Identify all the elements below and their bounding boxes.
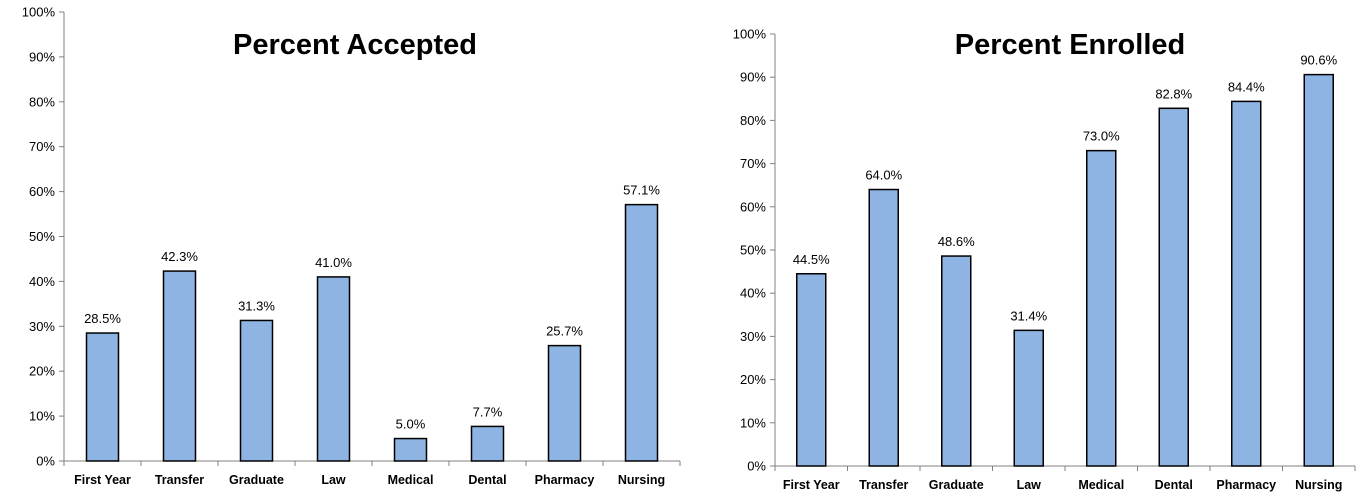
y-tick-label: 0% (747, 459, 766, 474)
category-label: Pharmacy (535, 473, 595, 487)
category-label: Graduate (929, 478, 984, 492)
y-tick-label: 0% (36, 454, 55, 469)
bar-dental (470, 425, 505, 462)
data-label: 48.6% (938, 234, 975, 249)
data-label: 64.0% (865, 168, 902, 183)
data-label: 5.0% (396, 417, 426, 432)
bar-first-year (796, 273, 827, 467)
y-tick-label: 80% (29, 94, 55, 109)
y-tick-label: 50% (740, 243, 766, 258)
chart-title: Percent Accepted (233, 29, 477, 61)
y-tick-label: 80% (740, 113, 766, 128)
category-label: Law (1017, 478, 1042, 492)
data-label: 41.0% (315, 255, 352, 270)
y-tick-label: 100% (22, 5, 56, 20)
bar-pharmacy (1231, 100, 1262, 467)
category-label: Nursing (1295, 478, 1342, 492)
data-label: 42.3% (161, 249, 198, 264)
y-tick-label: 90% (740, 70, 766, 85)
category-label: First Year (74, 473, 131, 487)
y-tick-label: 10% (29, 409, 55, 424)
bar-medical (1086, 149, 1117, 467)
y-tick-label: 50% (29, 229, 55, 244)
data-label: 84.4% (1228, 79, 1265, 94)
data-label: 57.1% (623, 183, 660, 198)
category-label: First Year (783, 478, 840, 492)
bar-pharmacy (547, 344, 582, 462)
bar-nursing (624, 203, 659, 462)
y-tick-label: 30% (740, 329, 766, 344)
percent-enrolled-chart: Percent Enrolled 0% 10% 20% 30% 40% 50% 60% 70%… (733, 27, 1356, 492)
bar-transfer (868, 188, 899, 467)
y-tick-label: 70% (29, 139, 55, 154)
y-tick-label: 40% (29, 274, 55, 289)
bar-transfer (162, 270, 197, 462)
y-tick-label: 30% (29, 319, 55, 334)
y-tick-label: 70% (740, 156, 766, 171)
data-label: 44.5% (793, 252, 830, 267)
category-label: Dental (1155, 478, 1193, 492)
data-label: 31.4% (1010, 308, 1047, 323)
data-label: 82.8% (1155, 86, 1192, 101)
bar-dental (1158, 107, 1189, 467)
y-tick-label: 10% (740, 415, 766, 430)
category-label: Medical (1078, 478, 1124, 492)
category-label: Graduate (229, 473, 284, 487)
y-tick-label: 100% (733, 27, 767, 42)
category-label: Pharmacy (1216, 478, 1276, 492)
percent-accepted-chart: Percent Accepted 0% 10% 20% 30% 40% 50% 60% 70%… (22, 5, 681, 487)
category-label: Transfer (859, 478, 908, 492)
y-tick-label: 90% (29, 49, 55, 64)
y-tick-label: 20% (740, 372, 766, 387)
bar-medical (393, 437, 428, 462)
bar-nursing (1303, 73, 1334, 467)
data-label: 28.5% (84, 311, 121, 326)
category-label: Transfer (155, 473, 204, 487)
y-tick-label: 40% (740, 286, 766, 301)
data-label: 25.7% (546, 324, 583, 339)
data-label: 73.0% (1083, 129, 1120, 144)
bar-law (1013, 329, 1044, 467)
y-tick-label: 60% (29, 184, 55, 199)
category-label: Medical (388, 473, 434, 487)
data-label: 90.6% (1300, 53, 1337, 68)
bar-graduate (239, 319, 274, 462)
bar-first-year (85, 332, 120, 462)
category-label: Dental (468, 473, 506, 487)
category-label: Law (321, 473, 346, 487)
data-label: 31.3% (238, 298, 275, 313)
data-label: 7.7% (473, 404, 503, 419)
category-label: Nursing (618, 473, 665, 487)
bar-law (316, 276, 351, 462)
chart-title: Percent Enrolled (955, 29, 1185, 61)
y-tick-label: 60% (740, 199, 766, 214)
y-tick-label: 20% (29, 364, 55, 379)
bar-graduate (941, 255, 972, 467)
